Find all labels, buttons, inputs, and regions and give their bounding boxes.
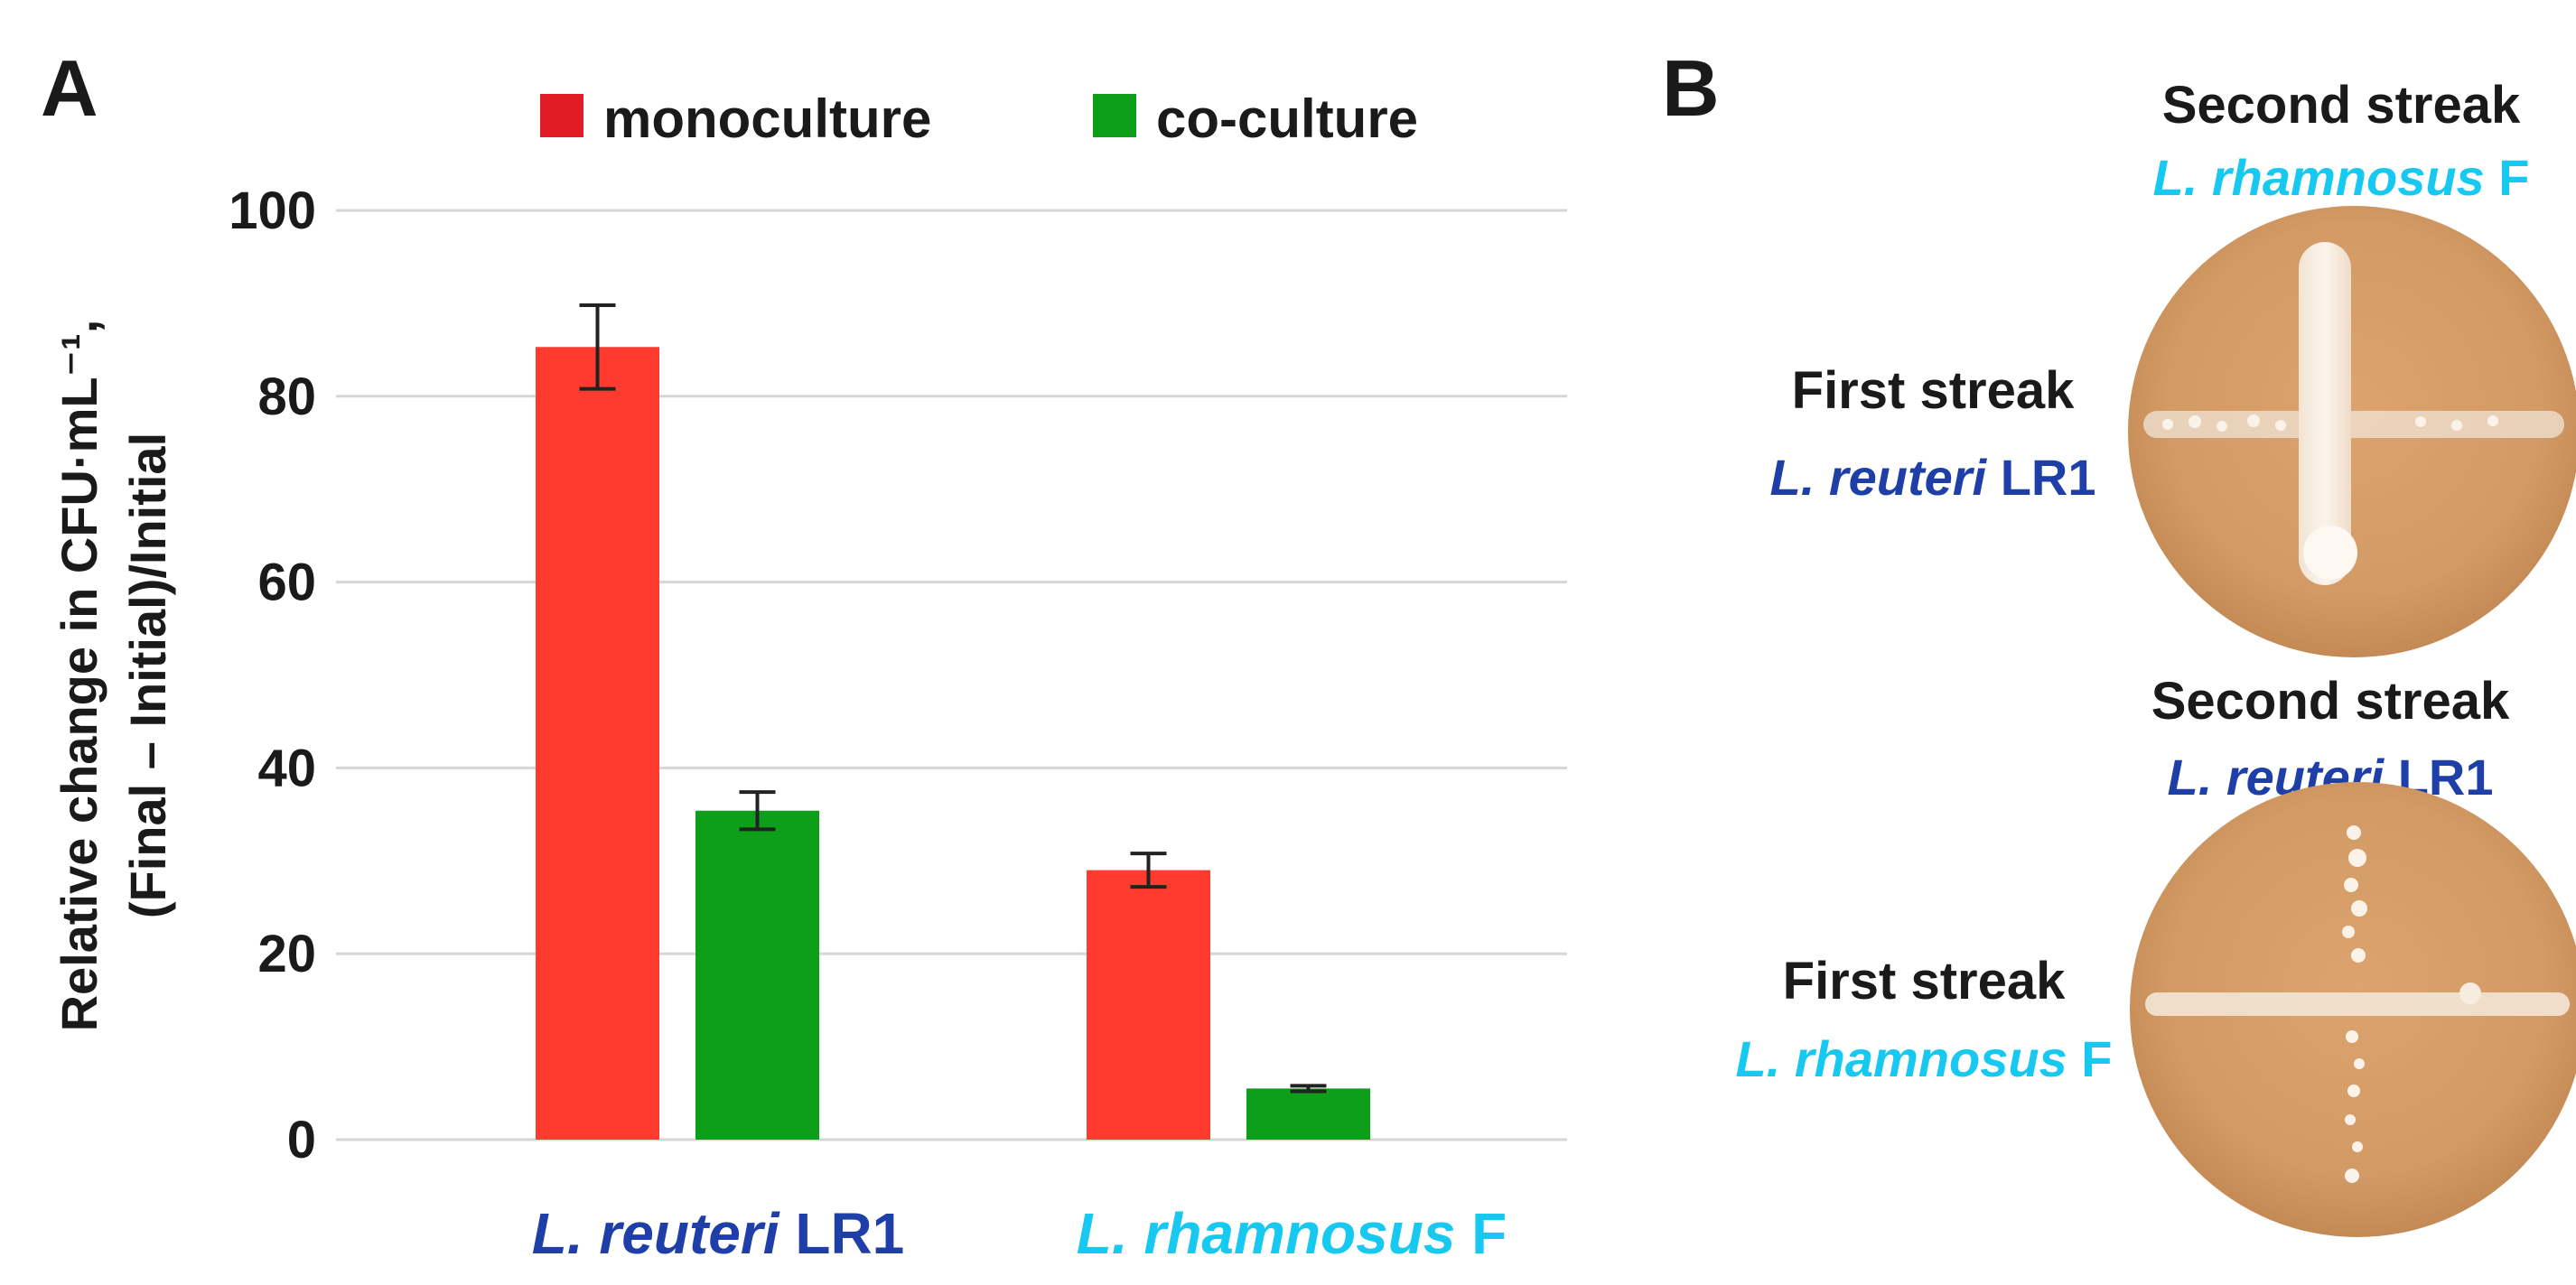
y-tick-label-100: 100 — [229, 182, 316, 240]
plate2-second-streak — [2342, 825, 2367, 1183]
plate1-second-strain: F — [2498, 149, 2529, 206]
y-axis-label-line1: Relative change in CFU·mL⁻¹, — [51, 320, 107, 1032]
plate1-colony — [2303, 526, 2357, 580]
plate1-second-streak — [2299, 242, 2351, 585]
plate2-first-streak-organism: L. rhamnosus F — [1736, 1030, 2113, 1087]
panel-a-label: A — [41, 43, 98, 133]
plate1-first-species: L. reuteri — [1770, 449, 1988, 506]
plate1-first-streak — [2143, 411, 2564, 438]
plate1-second-species: L. rhamnosus — [2153, 149, 2485, 206]
plate1-image — [2128, 206, 2576, 657]
bar-monoculture-0 — [536, 347, 659, 1140]
y-tick-label-20: 20 — [257, 925, 316, 983]
plate1-first-streak-title: First streak — [1792, 361, 2075, 420]
category-label-0: L. reuteri LR1 — [532, 1201, 905, 1266]
category-strain-0: LR1 — [795, 1201, 904, 1266]
plate2-first-species: L. rhamnosus — [1736, 1030, 2067, 1087]
panel-b-label: B — [1662, 43, 1720, 133]
category-label-1: L. rhamnosus F — [1077, 1201, 1507, 1266]
category-species-1: L. rhamnosus — [1077, 1201, 1456, 1266]
category-strain-1: F — [1471, 1201, 1507, 1266]
plate2-first-streak — [2145, 992, 2570, 1016]
legend: monoculture co-culture — [540, 88, 1418, 149]
y-tick-label-40: 40 — [257, 739, 316, 797]
plate1-second-streak-organism: L. rhamnosus F — [2153, 149, 2530, 206]
plate1-second-streak-title: Second streak — [2162, 76, 2521, 135]
plate2-second-streak-title: Second streak — [2151, 672, 2510, 731]
plate2-first-streak-title: First streak — [1783, 952, 2066, 1010]
bar-monoculture-1 — [1087, 870, 1210, 1140]
plate2-image — [2130, 782, 2576, 1237]
plate2-first-strain: F — [2081, 1030, 2112, 1087]
plot-area: 0 20 40 60 80 100 — [229, 182, 1567, 1169]
plate1-first-streak-organism: L. reuteri LR1 — [1770, 449, 2096, 506]
y-tick-label-80: 80 — [257, 368, 316, 426]
y-tick-label-0: 0 — [287, 1111, 316, 1169]
y-tick-label-60: 60 — [257, 554, 316, 612]
legend-label-monoculture: monoculture — [603, 88, 931, 149]
y-axis-label-line2: (Final – Initial)/Initial — [119, 433, 176, 918]
bar-co-culture-0 — [695, 810, 819, 1140]
category-species-0: L. reuteri — [532, 1201, 780, 1266]
legend-swatch-monoculture — [540, 94, 583, 137]
legend-swatch-co-culture — [1093, 94, 1136, 137]
y-axis-label: Relative change in CFU·mL⁻¹, (Final – In… — [51, 320, 176, 1032]
legend-label-co-culture: co-culture — [1156, 88, 1418, 149]
plate1-first-strain: LR1 — [2001, 449, 2096, 506]
bar-co-culture-1 — [1246, 1088, 1370, 1140]
